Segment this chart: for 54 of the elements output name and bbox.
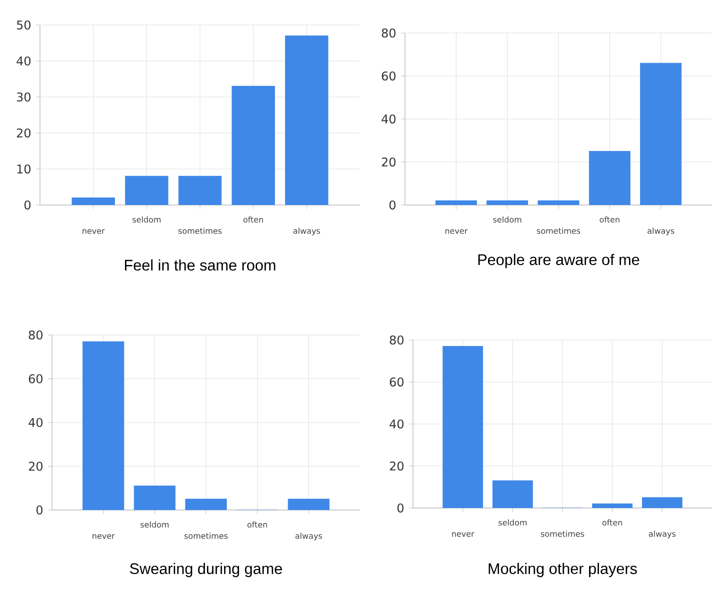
bar	[442, 346, 484, 508]
x-tick-label: never	[92, 534, 115, 539]
y-tick-label: 20	[390, 461, 404, 471]
y-tick-label: 40	[382, 114, 396, 124]
text: Mocking other players	[488, 562, 637, 578]
bar	[642, 497, 682, 508]
y-tick-label: 0	[397, 503, 404, 513]
x-tick-label: seldom	[140, 521, 169, 528]
y-tick-label: 50	[16, 20, 30, 30]
x-tick-label: sometimes	[536, 228, 580, 234]
y-tick-label: 80	[390, 335, 404, 345]
y-tick-label: 40	[28, 418, 42, 428]
x-tick-label: always	[295, 532, 322, 540]
bar	[492, 480, 533, 508]
y-tick-label: 20	[16, 128, 30, 138]
y-tick-label: 0	[24, 200, 30, 210]
x-tick-label: often	[602, 519, 622, 526]
x-tick-label: always	[293, 228, 320, 236]
x-tick-label: seldom	[132, 216, 161, 223]
text: People are aware of me	[478, 254, 640, 268]
y-tick-label: 10	[17, 164, 30, 174]
x-tick-label: often	[243, 216, 264, 223]
x-tick-label: sometimes	[184, 532, 228, 539]
y-tick-label: 20	[28, 462, 42, 471]
bar	[232, 86, 275, 205]
y-tick-label: 40	[390, 419, 404, 429]
bar	[285, 36, 328, 205]
x-tick-label: seldom	[493, 216, 522, 223]
y-tick-label: 60	[390, 377, 404, 387]
x-tick-label: always	[648, 228, 674, 236]
x-tick-label: often	[600, 216, 620, 223]
bar	[178, 176, 222, 205]
x-tick-label: sometimes	[178, 228, 222, 234]
x-tick-label: never	[82, 229, 105, 234]
x-tick-label: sometimes	[540, 530, 584, 537]
y-tick-label: 80	[28, 330, 42, 340]
text: Feel in the same room	[124, 259, 276, 271]
x-tick-label: never	[445, 229, 468, 234]
y-tick-label: 60	[28, 374, 42, 384]
y-tick-label: 20	[382, 157, 396, 167]
text: Swearing during game	[130, 562, 282, 578]
y-tick-label: 60	[382, 71, 396, 81]
bar	[125, 176, 168, 205]
x-tick-label: seldom	[498, 519, 527, 526]
y-tick-label: 0	[389, 200, 396, 210]
bar	[592, 504, 633, 508]
x-tick-label: never	[452, 532, 474, 537]
x-tick-label: always	[648, 530, 676, 538]
y-tick-label: 0	[36, 505, 42, 515]
y-tick-label: 80	[382, 28, 396, 38]
bar	[72, 198, 115, 205]
x-tick-label: often	[247, 521, 268, 528]
y-tick-label: 30	[16, 92, 30, 102]
y-tick-label: 40	[16, 56, 30, 66]
